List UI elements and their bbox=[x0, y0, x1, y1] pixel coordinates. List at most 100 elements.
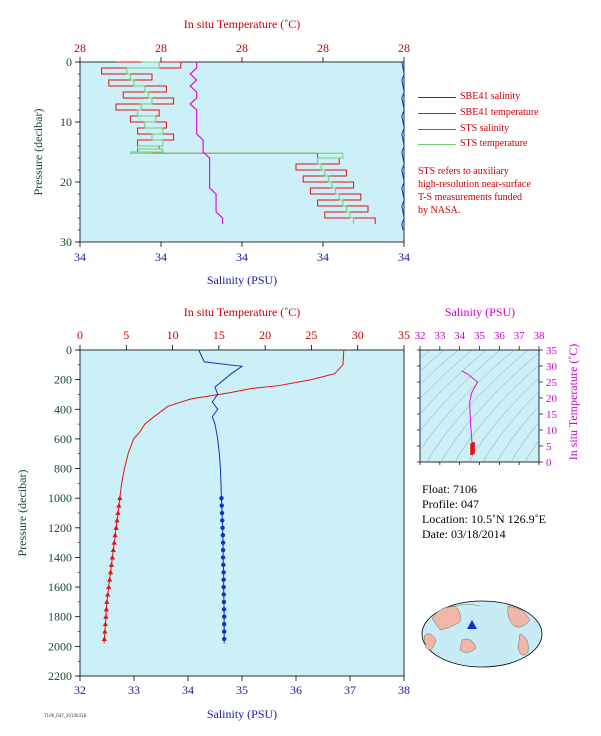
bottom-temp-tick-label: 5 bbox=[123, 328, 129, 342]
ts-temp-tick-label: 15 bbox=[546, 409, 558, 421]
salinity-marker bbox=[221, 607, 227, 612]
top-temp-axis-label: In situ Temperature (˚C) bbox=[184, 17, 301, 31]
ts-sal-tick-label: 34 bbox=[454, 330, 466, 342]
ts-sal-tick-label: 35 bbox=[474, 330, 486, 342]
salinity-marker bbox=[219, 510, 225, 516]
sbe41-salinity-near-surface-line bbox=[401, 61, 405, 231]
density-contour bbox=[578, 345, 601, 467]
density-contour bbox=[592, 345, 601, 467]
temperature-marker bbox=[116, 502, 122, 508]
density-contour bbox=[420, 350, 445, 372]
top-series bbox=[101, 61, 405, 231]
ts-temp-tick-label: 10 bbox=[546, 425, 558, 437]
salinity-marker bbox=[221, 592, 226, 597]
salinity-profile-line bbox=[198, 349, 244, 644]
bottom-pressure-tick-label: 1800 bbox=[48, 610, 72, 624]
legend-swatch bbox=[418, 97, 456, 98]
ts-series bbox=[461, 370, 479, 456]
sts-note-line: T-S measurements funded bbox=[418, 192, 523, 203]
ts-temp-tick-label: 20 bbox=[546, 393, 558, 405]
bottom-pressure-tick-label: 1200 bbox=[48, 521, 72, 535]
salinity-marker bbox=[221, 570, 226, 575]
top-panel: 28 28 28 28 28 34 34 34 34 34 0 10 20 30 In situ Temp… bbox=[31, 17, 410, 287]
salinity-marker bbox=[221, 629, 227, 634]
top-pressure-tick-label: 10 bbox=[60, 115, 72, 129]
top-pressure-tick-label: 0 bbox=[66, 55, 72, 69]
density-contour bbox=[420, 350, 487, 415]
top-temp-tick-label: 28 bbox=[398, 41, 410, 55]
temperature-marker bbox=[103, 613, 109, 619]
bottom-sal-tick-label: 37 bbox=[344, 683, 356, 697]
sts-salinity-line bbox=[189, 62, 224, 224]
map-land-africa bbox=[423, 633, 437, 650]
bottom-ticks: 0 5 10 15 20 25 30 35 32 33 34 35 36 37 38 0 200 400 600 80… bbox=[48, 328, 410, 697]
ts-temp-tick-label: 25 bbox=[546, 377, 558, 389]
ts-deep-point bbox=[471, 442, 475, 446]
bottom-temp-tick-label: 35 bbox=[398, 328, 410, 342]
bottom-temp-tick-label: 15 bbox=[213, 328, 225, 342]
sts-temperature-line bbox=[126, 61, 355, 224]
map-land-asia bbox=[431, 605, 461, 631]
top-ticks: 28 28 28 28 28 34 34 34 34 34 0 10 20 30 bbox=[60, 41, 410, 264]
temperature-marker bbox=[103, 606, 109, 612]
density-contour bbox=[524, 439, 539, 462]
temperature-marker bbox=[104, 599, 110, 604]
temperature-marker bbox=[113, 525, 119, 530]
legend-label: STS temperature bbox=[460, 138, 528, 149]
temperature-marker bbox=[102, 628, 108, 634]
density-contour bbox=[420, 350, 473, 399]
salinity-marker bbox=[221, 562, 226, 568]
top-sal-tick-label: 34 bbox=[74, 250, 86, 264]
bottom-temp-tick-label: 25 bbox=[305, 328, 317, 342]
temperature-marker bbox=[106, 584, 112, 590]
sts-note: STS refers to auxiliary high-resolution … bbox=[418, 165, 600, 217]
bottom-pressure-tick-label: 1000 bbox=[48, 491, 72, 505]
ts-ticks: 32 33 34 35 36 37 38 0 5 10 15 20 25 30 35 bbox=[415, 330, 558, 469]
map-land-south-america bbox=[517, 633, 529, 656]
top-temp-tick-label: 28 bbox=[155, 41, 167, 55]
top-pressure-tick-label: 20 bbox=[60, 175, 72, 189]
ts-temp-tick-label: 0 bbox=[546, 457, 552, 469]
bottom-temp-tick-label: 10 bbox=[167, 328, 179, 342]
density-contour bbox=[510, 421, 539, 462]
bottom-pressure-tick-label: 400 bbox=[54, 402, 72, 416]
bottom-pressure-tick-label: 600 bbox=[54, 432, 72, 446]
salinity-marker bbox=[221, 577, 226, 582]
top-sal-tick-label: 34 bbox=[398, 250, 410, 264]
top-plot-area bbox=[79, 61, 405, 243]
ts-temp-tick-label: 30 bbox=[546, 361, 558, 373]
legend-label: SBE41 salinity bbox=[460, 91, 521, 102]
bottom-pressure-tick-label: 0 bbox=[66, 343, 72, 357]
salinity-marker bbox=[221, 599, 227, 605]
top-temp-tick-label: 28 bbox=[74, 41, 86, 55]
salinity-marker bbox=[220, 518, 225, 523]
sts-note-line: by NASA. bbox=[418, 205, 461, 216]
temperature-marker bbox=[108, 562, 115, 567]
bottom-sal-tick-label: 34 bbox=[182, 683, 194, 697]
temperature-marker bbox=[110, 547, 116, 553]
footer-code: 7106_047_20140318 bbox=[44, 713, 87, 718]
ts-sal-tick-label: 36 bbox=[494, 330, 506, 342]
top-pressure-tick-label: 30 bbox=[60, 235, 72, 249]
bottom-pressure-tick-label: 1400 bbox=[48, 550, 72, 564]
salinity-marker bbox=[220, 533, 226, 538]
ts-sal-tick-label: 32 bbox=[415, 330, 426, 342]
salinity-marker bbox=[221, 621, 227, 627]
bottom-pressure-tick-label: 1600 bbox=[48, 580, 72, 594]
temperature-marker bbox=[102, 621, 109, 627]
salinity-marker bbox=[219, 503, 224, 508]
bottom-panel: 0 5 10 15 20 25 30 35 32 33 34 35 36 37 38 0 200 400 600 80… bbox=[15, 305, 410, 721]
bottom-pressure-tick-label: 200 bbox=[54, 373, 72, 387]
temperature-marker bbox=[115, 510, 121, 515]
density-contour bbox=[496, 405, 539, 462]
ts-sal-tick-label: 37 bbox=[514, 330, 526, 342]
sts-note-line: STS refers to auxiliary bbox=[418, 166, 509, 177]
world-map bbox=[421, 600, 543, 668]
top-sal-tick-label: 34 bbox=[155, 250, 167, 264]
temperature-marker bbox=[105, 591, 111, 597]
legend-swatch bbox=[418, 113, 456, 114]
ts-sal-tick-label: 33 bbox=[434, 330, 446, 342]
top-sal-tick-label: 34 bbox=[236, 250, 248, 264]
temperature-marker bbox=[111, 539, 117, 545]
